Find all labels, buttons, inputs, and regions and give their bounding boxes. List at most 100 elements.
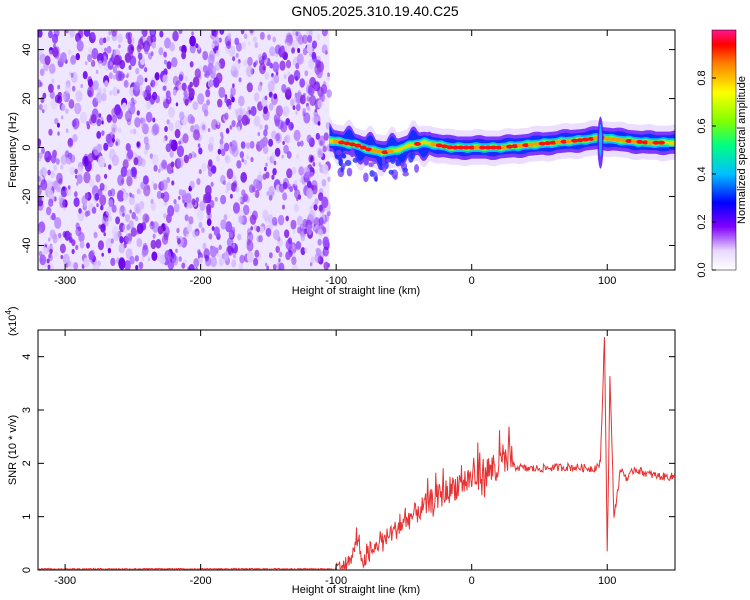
noise-blob (297, 194, 302, 200)
ridge-peak (348, 142, 356, 147)
noise-blob (266, 265, 269, 270)
ridge-peak (365, 147, 373, 152)
noise-blob (303, 112, 311, 124)
ridge-peak (582, 137, 590, 142)
noise-blob (199, 121, 207, 134)
noise-blob (109, 61, 113, 67)
ridge-blob (344, 159, 352, 167)
noise-blob (61, 103, 66, 112)
noise-blob (111, 226, 119, 238)
noise-blob (308, 209, 316, 222)
noise-blob (249, 214, 257, 225)
noise-blob (79, 240, 85, 249)
noise-blob (307, 34, 313, 43)
noise-blob (159, 30, 164, 38)
noise-blob (108, 164, 112, 170)
ridge-peak (343, 141, 351, 146)
noise-blob (84, 210, 89, 217)
noise-blob (95, 92, 103, 104)
noise-blob (307, 84, 315, 96)
noise-blob (265, 227, 272, 237)
noise-blob (327, 176, 331, 182)
noise-blob (141, 249, 147, 258)
noise-blob (54, 251, 58, 258)
noise-blob (275, 245, 280, 254)
noise-blob (62, 90, 71, 103)
colorbar: 0.0 0.2 0.4 0.6 0.8 Normalized spectral ampl… (696, 29, 748, 278)
noise-blob (264, 166, 267, 172)
noise-blob (323, 261, 329, 270)
noise-blob (136, 110, 140, 116)
noise-blob (323, 132, 329, 141)
noise-blob (90, 114, 97, 124)
noise-blob (306, 187, 313, 199)
noise-blob (38, 186, 42, 196)
noise-blob (271, 152, 277, 160)
noise-blob (40, 179, 48, 191)
noise-blob (60, 254, 64, 260)
noise-blob (309, 205, 313, 211)
noise-blob (118, 243, 125, 254)
noise-blob (211, 226, 215, 231)
noise-blob (162, 74, 169, 84)
ridge-peak (462, 145, 470, 150)
noise-blob (247, 56, 253, 66)
y-tick-label: 0 (21, 567, 33, 573)
noise-blob (317, 228, 324, 238)
noise-blob (303, 171, 311, 183)
noise-blob (140, 117, 146, 126)
noise-blob (201, 227, 205, 233)
noise-blob (292, 229, 296, 234)
noise-blob (63, 206, 67, 212)
noise-blob (56, 172, 63, 184)
noise-blob (151, 181, 155, 186)
noise-blob (38, 226, 42, 235)
noise-blob (43, 103, 48, 111)
noise-blob (241, 158, 244, 163)
noise-blob (196, 178, 201, 186)
noise-blob (172, 89, 177, 96)
noise-blob (73, 197, 80, 208)
noise-region (38, 30, 332, 270)
noise-blob (48, 237, 51, 242)
noise-blob (94, 192, 100, 201)
noise-blob (108, 72, 113, 80)
noise-blob (98, 224, 102, 229)
noise-blob (259, 226, 265, 234)
noise-blob (285, 86, 292, 97)
noise-blob (202, 242, 207, 250)
noise-blob (113, 74, 116, 80)
ridge-peak (544, 141, 552, 146)
noise-blob (142, 175, 149, 185)
noise-blob (64, 83, 71, 94)
noise-blob (150, 51, 154, 57)
noise-blob (142, 90, 147, 98)
noise-blob (55, 158, 60, 165)
noise-blob (87, 153, 94, 164)
noise-blob (66, 187, 72, 197)
noise-blob (172, 30, 179, 42)
noise-blob (238, 77, 242, 83)
noise-blob (111, 154, 120, 167)
noise-blob (293, 69, 301, 81)
noise-blob (309, 95, 317, 107)
noise-blob (258, 235, 263, 243)
noise-blob (295, 241, 302, 250)
noise-blob (164, 37, 171, 49)
noise-blob (65, 30, 69, 34)
ridge-peak (576, 138, 584, 143)
noise-blob (237, 59, 241, 64)
noise-blob (241, 41, 247, 50)
noise-blob (278, 262, 285, 270)
colorbar-tick-label: 0.0 (696, 262, 708, 277)
colorbar-gradient (711, 29, 737, 271)
noise-blob (97, 60, 103, 68)
ridge-blob (381, 155, 386, 166)
ridge-blob (346, 167, 353, 177)
noise-blob (163, 51, 167, 58)
noise-blob (228, 46, 236, 57)
noise-blob (318, 135, 326, 147)
noise-blob (257, 53, 263, 61)
noise-blob (212, 35, 220, 47)
noise-blob (295, 62, 300, 70)
